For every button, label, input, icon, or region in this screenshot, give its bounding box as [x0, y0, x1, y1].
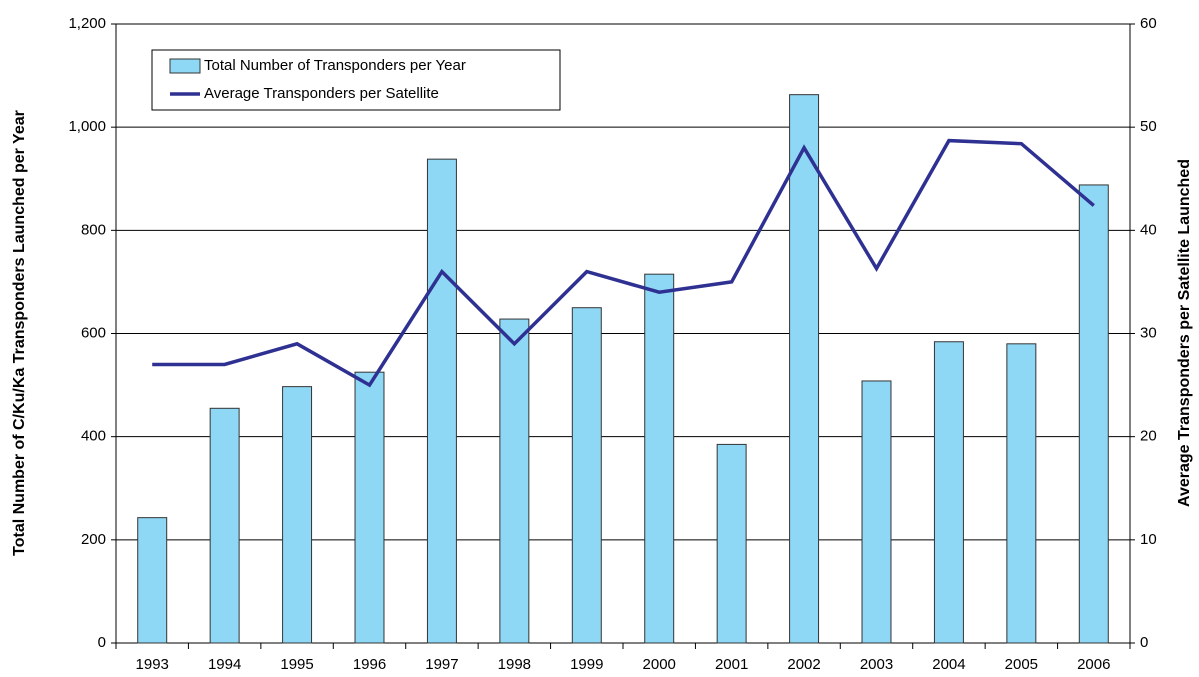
bar [282, 386, 313, 644]
bar [209, 407, 240, 644]
x-tick-label: 1999 [570, 656, 603, 673]
y-tick-label: 400 [81, 428, 106, 445]
x-tick-label: 1993 [136, 656, 169, 673]
bar [499, 318, 530, 644]
bar [354, 371, 385, 644]
bar [644, 273, 675, 644]
x-tick-label: 2005 [1005, 656, 1038, 673]
x-tick-label: 2006 [1077, 656, 1110, 673]
line [152, 138, 1095, 388]
x-tick-label: 2002 [787, 656, 820, 673]
bar [426, 158, 457, 644]
y-tick-label: 800 [81, 221, 106, 238]
y2-tick-label: 10 [1140, 531, 1157, 548]
y2-tick-label: 30 [1140, 324, 1157, 341]
bar [861, 380, 892, 644]
x-tick-label: 1998 [498, 656, 531, 673]
y-axis-title: Total Number of C/Ku/Ka Transponders Lau… [11, 110, 28, 556]
bar [1078, 184, 1109, 644]
legend-label: Average Transponders per Satellite [204, 85, 439, 102]
bar [789, 94, 820, 644]
legend-label: Total Number of Transponders per Year [204, 57, 466, 74]
y-tick-label: 200 [81, 531, 106, 548]
y2-axis-title: Average Transponders per Satellite Launc… [1176, 159, 1193, 507]
x-tick-label: 2003 [860, 656, 893, 673]
y2-tick-label: 60 [1140, 15, 1157, 32]
x-tick-label: 2004 [932, 656, 965, 673]
bar [571, 307, 602, 644]
y2-tick-label: 50 [1140, 118, 1157, 135]
y-tick-label: 600 [81, 324, 106, 341]
legend-swatch [169, 58, 201, 74]
legend-box [151, 49, 561, 111]
x-tick-label: 1995 [280, 656, 313, 673]
y-tick-label: 1,200 [68, 15, 106, 32]
y2-tick-label: 20 [1140, 428, 1157, 445]
x-tick-label: 2001 [715, 656, 748, 673]
x-tick-label: 1997 [425, 656, 458, 673]
bar [933, 341, 964, 644]
y2-tick-label: 40 [1140, 221, 1157, 238]
bar [137, 517, 168, 644]
y2-tick-label: 0 [1140, 634, 1148, 651]
bar [1006, 343, 1037, 644]
x-tick-label: 1996 [353, 656, 386, 673]
y-tick-label: 1,000 [68, 118, 106, 135]
x-tick-label: 1994 [208, 656, 241, 673]
y-tick-label: 0 [98, 634, 106, 651]
x-tick-label: 2000 [643, 656, 676, 673]
bar [716, 443, 747, 644]
